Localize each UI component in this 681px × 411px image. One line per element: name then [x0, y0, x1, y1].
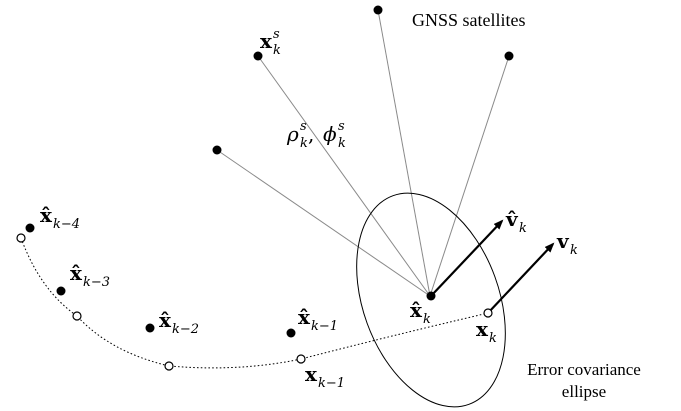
- error-covariance-ellipse: [356, 192, 506, 408]
- xhat-km4-symbol: x̂: [40, 203, 53, 227]
- true-position-km3: [72, 311, 82, 321]
- sat-subscript: k: [273, 43, 281, 58]
- true-position-km2: [164, 361, 174, 371]
- estimated-position-label-km2: x̂ k−2: [159, 308, 199, 337]
- estimated-position-label-k: x̂ k: [410, 298, 431, 327]
- xhat-km1-symbol: x̂: [298, 305, 311, 329]
- x-k-symbol: x: [476, 317, 489, 341]
- pseudorange-phase-label: ρ s k , ϕ s k: [286, 119, 346, 151]
- satellite-point-4: [212, 145, 222, 155]
- estimated-velocity-label: v̂ k: [505, 207, 527, 236]
- true-velocity-arrow: [487, 242, 555, 314]
- xhat-k-symbol: x̂: [410, 298, 423, 322]
- estimated-position-label-km4: x̂ k−4: [40, 203, 80, 232]
- x-k-subscript: k: [489, 331, 497, 346]
- true-position-km4: [16, 233, 26, 243]
- estimated-position-k: [426, 291, 436, 301]
- estimated-position-km4: [25, 223, 35, 233]
- xhat-km3-subscript: k−3: [83, 275, 110, 290]
- xhat-k-subscript: k: [423, 312, 431, 327]
- error-covariance-label: Error covariance: [527, 360, 641, 379]
- estimated-position-label-km1: x̂ k−1: [298, 305, 338, 334]
- v-symbol: v: [556, 229, 570, 253]
- sat-superscript: s: [273, 27, 280, 42]
- true-position-km1: [296, 354, 306, 364]
- true-position-label-km1: x k−1: [305, 362, 345, 391]
- los-line-sat2: [377, 9, 431, 297]
- comma-separator: ,: [308, 122, 314, 146]
- true-position-k: [483, 308, 493, 318]
- vhat-symbol: v̂: [505, 207, 519, 231]
- sat-symbol: x: [260, 29, 273, 53]
- rho-subscript: k: [300, 136, 308, 151]
- x-km1-subscript: k−1: [318, 376, 345, 391]
- los-line-sat4: [216, 149, 431, 297]
- xhat-km2-subscript: k−2: [172, 322, 199, 337]
- satellite-position-label: x s k: [260, 27, 281, 58]
- satellite-point-2: [373, 5, 383, 15]
- rho-superscript: s: [300, 119, 307, 134]
- ellipse-label: ellipse: [562, 382, 606, 401]
- xhat-km4-subscript: k−4: [53, 217, 80, 232]
- xhat-km1-subscript: k−1: [311, 319, 338, 334]
- phi-superscript: s: [338, 119, 345, 134]
- rho-symbol: ρ: [286, 122, 299, 146]
- estimated-position-km3: [56, 286, 66, 296]
- los-line-sat3: [429, 55, 510, 297]
- estimated-position-km1: [286, 328, 296, 338]
- xhat-km2-symbol: x̂: [159, 308, 172, 332]
- phi-subscript: k: [338, 136, 346, 151]
- gnss-satellites-label: GNSS satellites: [412, 10, 526, 30]
- true-trajectory-path: [20, 237, 489, 369]
- estimated-velocity-arrow: [430, 219, 504, 297]
- true-position-label-k: x k: [476, 317, 497, 346]
- los-line-sat1: [257, 55, 431, 297]
- estimated-position-label-km3: x̂ k−3: [70, 261, 110, 290]
- v-subscript: k: [570, 243, 578, 258]
- satellite-point-3: [504, 51, 514, 61]
- x-km1-symbol: x: [305, 362, 318, 386]
- estimated-position-km2: [145, 323, 155, 333]
- vhat-subscript: k: [519, 221, 527, 236]
- phi-symbol: ϕ: [323, 122, 337, 146]
- true-velocity-label: v k: [556, 229, 578, 258]
- satellite-point-1: [253, 51, 263, 61]
- xhat-km3-symbol: x̂: [70, 261, 83, 285]
